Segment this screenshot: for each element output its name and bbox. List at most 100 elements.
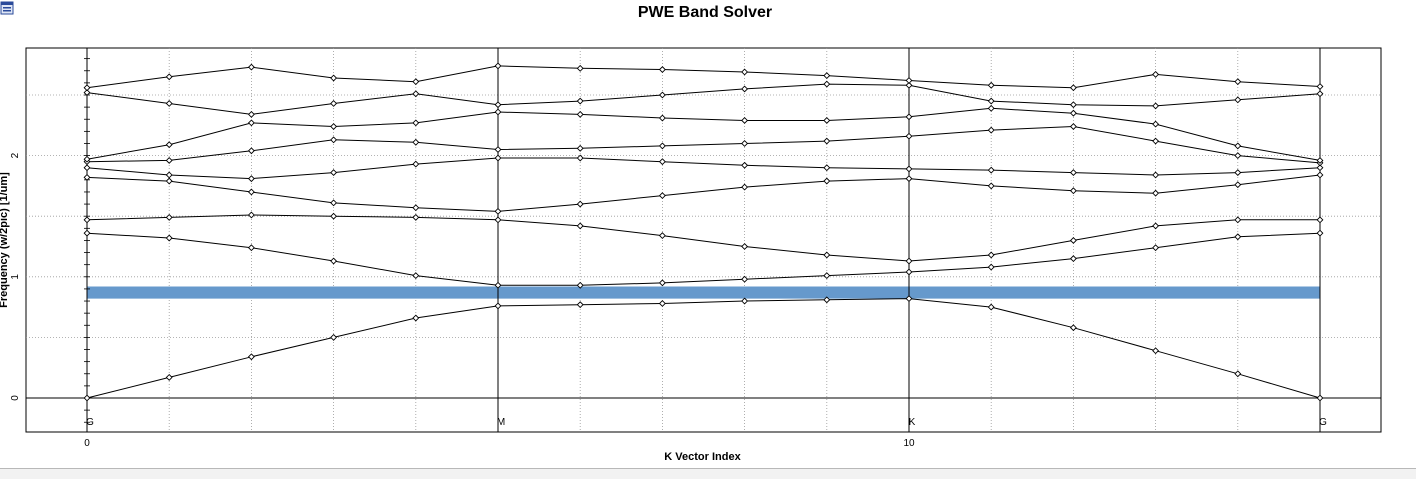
band-line-4 (86, 174, 1321, 212)
band-point (494, 62, 502, 70)
band-point (905, 132, 913, 140)
band-point (658, 232, 666, 240)
band-point (412, 204, 420, 212)
band-point (823, 117, 831, 124)
band-point (165, 141, 173, 149)
band-point (1234, 216, 1242, 224)
app-window-icon[interactable] (0, 0, 14, 16)
band-point (330, 169, 338, 177)
band-point (83, 216, 91, 224)
band-point (987, 126, 995, 134)
band-point (83, 84, 91, 92)
band-point (658, 300, 666, 307)
band-point (412, 160, 420, 168)
chart-title: PWE Band Solver (637, 4, 773, 21)
band-point (1316, 171, 1324, 179)
band-point (330, 333, 338, 341)
band-point (1069, 187, 1077, 195)
band-point (741, 297, 749, 305)
band-line-5 (86, 157, 1321, 180)
band-point (165, 177, 173, 185)
band-point (247, 175, 255, 183)
band-point (1069, 324, 1077, 332)
band-point (823, 72, 831, 80)
band-point (1234, 152, 1242, 160)
band-point (412, 90, 420, 98)
band-point (412, 272, 420, 280)
grid-layer (25, 47, 1382, 433)
k-point-label: G (86, 417, 94, 428)
x-axis-label: K Vector Index (664, 451, 741, 463)
band-point (83, 229, 91, 237)
band-point (741, 243, 749, 250)
band-point (165, 171, 173, 179)
band-point (247, 119, 255, 127)
band-point (823, 251, 831, 259)
band-point (165, 100, 173, 107)
band-point (1152, 70, 1160, 78)
band-point (330, 100, 338, 107)
band-line-2 (86, 232, 1321, 286)
y-tick-label: 0 (10, 395, 21, 401)
k-point-label: M (497, 417, 505, 428)
band-point (658, 91, 666, 99)
band-point (1316, 164, 1324, 172)
band-point (987, 251, 995, 259)
band-point (330, 136, 338, 144)
band-point (741, 85, 749, 93)
band-point (494, 281, 502, 289)
band-point (905, 268, 913, 276)
band-point (905, 77, 913, 84)
band-point (658, 66, 666, 73)
band-line-3 (86, 214, 1320, 262)
band-point (741, 275, 749, 283)
band-point (576, 144, 584, 152)
band-point (658, 192, 666, 200)
band-point (576, 110, 584, 118)
band-point (1316, 216, 1324, 224)
band-point (741, 161, 749, 169)
band-point (412, 119, 420, 127)
band-point (1316, 394, 1324, 402)
band-point (330, 74, 338, 82)
x-tick-label: 10 (903, 438, 915, 449)
window-status-bar (0, 468, 1416, 479)
band-point (247, 211, 255, 219)
band-point (1152, 244, 1160, 252)
band-point (823, 177, 831, 185)
band-point (330, 257, 338, 265)
band-line-7 (86, 107, 1321, 161)
band-point (987, 303, 995, 311)
band-point (1234, 370, 1242, 378)
x-tick-label: 0 (84, 438, 90, 449)
band-point (987, 263, 995, 271)
band-point (576, 154, 584, 162)
band-point (1234, 78, 1242, 86)
band-point (658, 279, 666, 287)
band-point (412, 213, 420, 221)
band-point (576, 222, 584, 230)
band-point (330, 212, 338, 220)
band-point (987, 97, 995, 105)
band-point (1152, 137, 1160, 145)
band-point (1152, 189, 1160, 197)
band-point (576, 281, 584, 289)
band-line-6 (86, 125, 1321, 164)
band-point (494, 146, 502, 153)
band-point (1234, 96, 1242, 104)
band-point (330, 199, 338, 207)
k-point-label: K (909, 417, 916, 428)
band-point (658, 158, 666, 166)
band-point (1234, 233, 1242, 241)
band-point (494, 101, 502, 109)
band-point (576, 97, 584, 105)
band-point (1316, 90, 1324, 98)
band-point (905, 113, 913, 121)
band-point (987, 166, 995, 174)
axis-layer (26, 48, 1381, 432)
band-point (1069, 255, 1077, 263)
band-point (905, 295, 913, 303)
band-gap-bar (87, 286, 1320, 299)
y-tick-label: 2 (10, 152, 21, 158)
band-point (658, 142, 666, 150)
